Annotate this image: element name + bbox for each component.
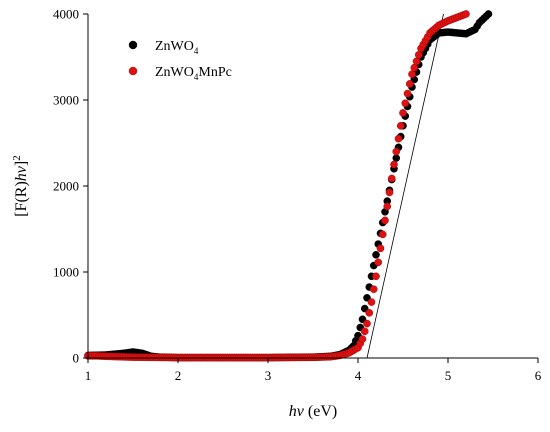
data-point xyxy=(360,327,369,336)
data-point xyxy=(462,10,470,18)
series-1 xyxy=(84,10,493,362)
x-tick-label: 4 xyxy=(355,368,362,383)
y-tick-label: 3000 xyxy=(53,93,79,108)
plot-area xyxy=(84,10,493,362)
series-2 xyxy=(84,10,470,362)
legend-label-2: ZnWO4MnPc xyxy=(155,65,232,82)
data-point xyxy=(367,298,376,306)
data-point xyxy=(399,109,407,117)
x-axis-title: hν (eV) xyxy=(289,403,337,420)
data-point xyxy=(412,57,421,66)
data-point xyxy=(376,244,385,253)
y-tick-label: 2000 xyxy=(53,179,79,194)
legend: ZnWO4 ZnWO4MnPc xyxy=(128,39,232,82)
data-point xyxy=(372,250,380,259)
x-tick-label: 2 xyxy=(175,368,182,383)
data-point xyxy=(405,80,414,88)
data-point xyxy=(374,258,383,267)
y-tick-label: 1000 xyxy=(53,265,79,280)
x-tick-label: 1 xyxy=(85,368,92,383)
y-tick-label: 4000 xyxy=(53,7,79,22)
legend-marker-2 xyxy=(128,66,138,76)
y-axis-title: [F(R)hν]2 xyxy=(11,155,30,217)
data-point xyxy=(387,174,396,183)
x-tick-label: 5 xyxy=(445,368,452,383)
data-point xyxy=(484,10,493,18)
data-point xyxy=(378,230,387,239)
data-point xyxy=(385,188,394,197)
data-point xyxy=(363,319,371,328)
data-point xyxy=(369,285,378,294)
x-tick-label: 3 xyxy=(265,368,272,383)
data-point xyxy=(392,154,401,162)
x-tick-label: 6 xyxy=(535,368,542,383)
data-point xyxy=(403,89,412,98)
data-point xyxy=(396,122,405,130)
data-point xyxy=(365,309,374,317)
axes: 1 2 3 4 5 6 0 1000 2000 3000 4000 xyxy=(53,7,542,384)
data-point xyxy=(372,272,380,281)
y-tick-label: 0 xyxy=(73,351,80,366)
data-point xyxy=(358,335,367,343)
legend-marker-1 xyxy=(128,40,138,50)
data-point xyxy=(408,70,416,78)
legend-label-1: ZnWO4 xyxy=(155,39,199,56)
axis-titles: hν (eV) [F(R)hν]2 xyxy=(11,155,337,420)
data-point xyxy=(401,99,410,108)
data-point xyxy=(383,202,392,211)
data-point xyxy=(381,216,389,225)
data-point xyxy=(392,147,401,156)
data-point xyxy=(410,63,419,72)
data-point xyxy=(414,51,423,59)
data-point xyxy=(394,134,403,143)
data-point xyxy=(390,160,398,169)
tangent-line xyxy=(366,13,444,359)
